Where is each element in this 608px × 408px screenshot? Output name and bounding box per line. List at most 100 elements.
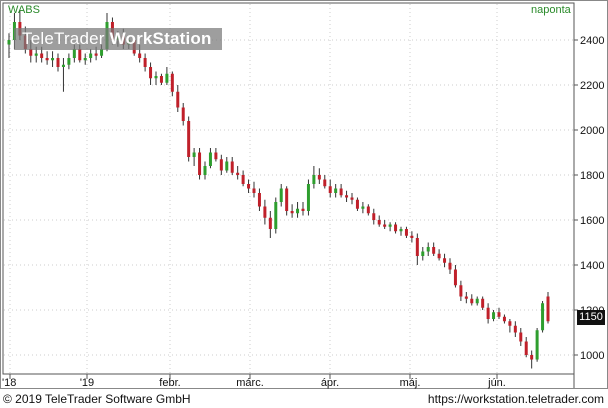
candle bbox=[268, 211, 272, 238]
candle-body bbox=[83, 58, 87, 61]
candle-body bbox=[72, 49, 76, 58]
candle-body bbox=[247, 184, 251, 189]
candle bbox=[345, 190, 349, 202]
candle-body bbox=[497, 312, 501, 317]
candle bbox=[290, 204, 294, 218]
candle bbox=[51, 51, 55, 67]
candle-body bbox=[192, 152, 196, 157]
candle-body bbox=[443, 258, 447, 263]
x-tick-label: '18 bbox=[2, 377, 16, 389]
candle-body bbox=[94, 53, 98, 56]
candle bbox=[410, 231, 414, 243]
candle bbox=[236, 166, 240, 180]
candle bbox=[219, 154, 223, 175]
candle-body bbox=[410, 235, 414, 238]
candle bbox=[415, 233, 419, 265]
candle bbox=[453, 265, 457, 288]
candle-body bbox=[372, 213, 376, 220]
candle-body bbox=[78, 49, 82, 61]
candle bbox=[187, 116, 191, 162]
candle-body bbox=[285, 188, 289, 211]
candle bbox=[464, 292, 468, 304]
candle bbox=[192, 148, 196, 166]
candle-body bbox=[345, 195, 349, 198]
candle-body bbox=[187, 121, 191, 157]
candle-body bbox=[377, 220, 381, 225]
candle-body bbox=[383, 224, 387, 227]
candle-body bbox=[448, 262, 452, 270]
candle bbox=[492, 310, 496, 322]
x-tick-label: ápr. bbox=[321, 377, 339, 389]
candle-body bbox=[230, 161, 234, 173]
candle-body bbox=[181, 107, 185, 121]
candle bbox=[372, 208, 376, 225]
candle-body bbox=[508, 321, 512, 326]
candle-body bbox=[388, 224, 392, 227]
candle bbox=[432, 242, 436, 256]
candle bbox=[437, 249, 441, 261]
candle-body bbox=[290, 211, 294, 214]
candle bbox=[470, 294, 474, 306]
candle bbox=[203, 161, 207, 180]
candle-body bbox=[208, 152, 212, 166]
candle-body bbox=[432, 247, 436, 254]
candle-body bbox=[198, 152, 202, 175]
candle-body bbox=[45, 58, 49, 61]
candle-body bbox=[366, 206, 370, 214]
candle-body bbox=[323, 179, 327, 187]
candle bbox=[247, 179, 251, 193]
candle bbox=[541, 301, 545, 333]
candle bbox=[312, 166, 316, 189]
candle-body bbox=[176, 91, 180, 108]
candle bbox=[355, 197, 359, 211]
candle-body bbox=[263, 206, 267, 218]
candle bbox=[181, 103, 185, 126]
candle bbox=[366, 204, 370, 216]
x-tick-label: máj. bbox=[400, 377, 421, 389]
candle-body bbox=[138, 53, 142, 58]
candle bbox=[377, 215, 381, 227]
candle bbox=[285, 186, 289, 216]
candle bbox=[323, 175, 327, 189]
candle bbox=[481, 296, 485, 310]
y-tick-label: 1800 bbox=[580, 170, 604, 182]
candle-body bbox=[268, 217, 272, 229]
candle bbox=[426, 242, 430, 256]
candle-body bbox=[350, 197, 354, 200]
candle bbox=[535, 328, 539, 362]
candle-body bbox=[40, 53, 44, 58]
interval-label: naponta bbox=[531, 4, 571, 16]
candle bbox=[317, 168, 321, 184]
candle-body bbox=[34, 53, 38, 56]
last-price-tag: 1150 bbox=[577, 310, 605, 325]
y-tick-label: 2400 bbox=[580, 35, 604, 47]
x-tick-label: márc. bbox=[236, 377, 264, 389]
candle bbox=[214, 148, 218, 162]
candle-body bbox=[301, 208, 305, 211]
candle-body bbox=[502, 316, 506, 322]
candle bbox=[296, 202, 300, 218]
candle-body bbox=[67, 58, 71, 65]
candle bbox=[83, 53, 87, 65]
candle bbox=[149, 62, 153, 85]
candle-body bbox=[421, 251, 425, 256]
candle-body bbox=[143, 58, 147, 67]
candle-body bbox=[56, 58, 60, 67]
candle bbox=[546, 292, 550, 324]
candle-body bbox=[546, 296, 550, 322]
candle-body bbox=[415, 238, 419, 256]
candle-body bbox=[100, 49, 104, 56]
candle-body bbox=[535, 330, 539, 360]
candle-body bbox=[252, 188, 256, 193]
copyright-text: © 2019 TeleTrader Software GmbH bbox=[3, 392, 191, 406]
candle bbox=[89, 49, 93, 63]
x-tick-label: jún. bbox=[487, 377, 506, 389]
candle bbox=[448, 258, 452, 274]
candle bbox=[230, 157, 234, 175]
candle bbox=[61, 58, 65, 92]
candle-body bbox=[459, 285, 463, 297]
candle bbox=[513, 321, 517, 337]
candle bbox=[486, 303, 490, 324]
candle bbox=[502, 314, 506, 324]
